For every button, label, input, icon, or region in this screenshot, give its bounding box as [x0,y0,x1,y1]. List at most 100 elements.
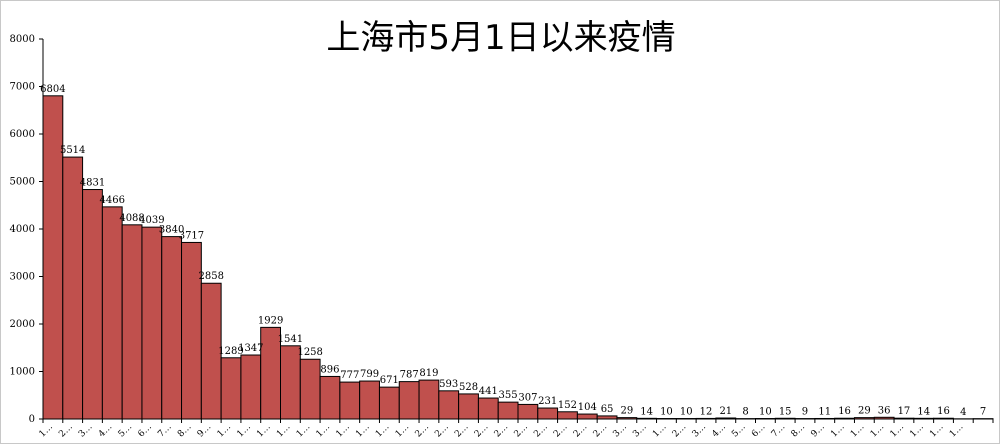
bar-value-label: 4831 [80,178,105,189]
bar [182,242,202,419]
bar-value-label: 8 [742,407,748,418]
x-category-label: 2… [414,422,431,439]
bar-value-label: 9 [802,407,808,418]
y-tick-label: 5000 [10,177,35,188]
bar-value-label: 65 [601,404,614,415]
bar [518,404,538,419]
bar-value-label: 29 [620,406,633,417]
bar-value-label: 17 [898,406,911,417]
bar-value-label: 593 [439,379,458,390]
bar [83,190,103,419]
x-category-label: 1… [235,422,252,439]
bar [558,412,578,419]
x-category-label: 2… [552,422,569,439]
x-axis-ticks: 1…2…3…4…5…6…7…8…9…1…1…1…1…1…1…1…1…1…1…2…… [38,419,993,440]
bar-value-label: 16 [838,406,851,417]
x-category-label: 1… [651,422,668,439]
x-category-label: 2… [592,422,609,439]
bar-value-label: 152 [558,400,577,411]
x-category-label: 8… [176,422,193,439]
bar [538,408,558,419]
x-category-label: 1… [334,422,351,439]
x-category-label: 2… [513,422,530,439]
bar-value-label: 441 [479,386,498,397]
x-category-label: 1… [889,422,906,439]
x-category-label: 1… [394,422,411,439]
x-category-label: 1… [275,422,292,439]
bar-value-label: 799 [360,369,379,380]
y-tick-label: 0 [29,414,35,425]
bar [459,394,479,419]
bar [439,391,459,419]
x-category-label: 3… [691,422,708,439]
x-category-label: 1… [829,422,846,439]
x-category-label: 1… [948,422,965,439]
x-category-label: 2… [671,422,688,439]
bar-value-label: 12 [700,406,713,417]
x-category-label: 2… [493,422,510,439]
bar-value-label: 36 [878,405,891,416]
bar-value-label: 1347 [238,343,263,354]
x-category-label: 1… [295,422,312,439]
bar-value-label: 896 [320,364,339,375]
x-category-label: 2… [57,422,74,439]
bar-value-label: 777 [340,370,359,381]
x-category-label: 2… [473,422,490,439]
bar [320,376,340,419]
bar-value-label: 671 [380,375,399,386]
x-category-label: 4… [710,422,727,439]
bar-value-label: 11 [818,406,831,417]
x-category-label: 1… [849,422,866,439]
bar-value-label: 14 [917,406,930,417]
x-category-label: 6… [750,422,767,439]
x-category-label: 1… [38,422,55,439]
bar-value-label: 15 [779,406,792,417]
x-category-label: 5… [730,422,747,439]
y-tick-label: 8000 [10,34,35,45]
x-category-label: 1… [255,422,272,439]
bar-value-label: 3717 [179,230,204,241]
bar [241,355,261,419]
y-tick-label: 3000 [10,272,35,283]
bar-value-label: 7 [980,407,986,418]
bar-value-label: 21 [719,406,732,417]
bar-value-label: 10 [660,407,673,418]
bar-value-label: 5514 [60,145,85,156]
bar-value-label: 1929 [258,315,283,326]
bar [577,414,597,419]
bar [300,359,320,419]
bar-value-label: 10 [759,407,772,418]
x-category-label: 2… [453,422,470,439]
bar [122,225,142,419]
bar [142,227,162,419]
bar-value-label: 14 [640,406,653,417]
x-category-label: 5… [117,422,134,439]
x-category-label: 1… [354,422,371,439]
bar [102,207,122,419]
bar-value-label: 104 [578,402,597,413]
x-category-label: 1… [928,422,945,439]
x-category-label: 1… [374,422,391,439]
x-category-label: 4… [97,422,114,439]
y-tick-label: 7000 [10,82,35,93]
y-tick-label: 2000 [10,319,35,330]
y-tick-label: 6000 [10,129,35,140]
x-category-label: 3… [631,422,648,439]
x-category-label: 1… [908,422,925,439]
bar-value-label: 307 [518,392,537,403]
bar-value-label: 4466 [100,195,125,206]
x-category-label: 3… [611,422,628,439]
x-category-label: 7… [770,422,787,439]
y-tick-label: 4000 [10,224,35,235]
bar-value-label: 1541 [278,334,303,345]
x-category-label: 7… [156,422,173,439]
bar [498,402,518,419]
bar [419,380,439,419]
bar-value-label: 10 [680,407,693,418]
x-category-label: 1… [869,422,886,439]
x-category-label: 2… [433,422,450,439]
bar [340,382,360,419]
